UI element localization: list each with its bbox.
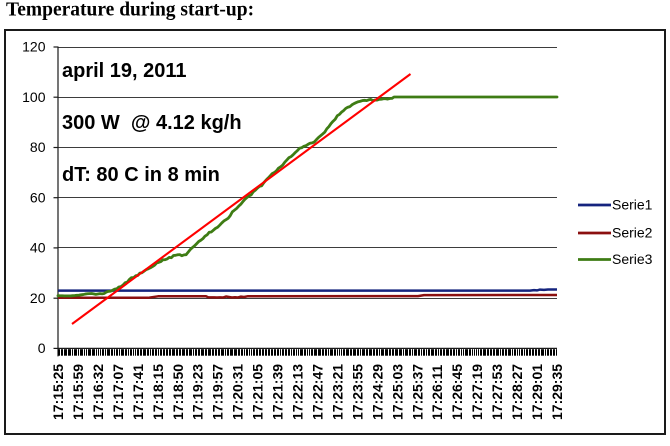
svg-text:Serie3: Serie3 [612,251,653,267]
svg-text:17:17:07: 17:17:07 [110,364,126,420]
svg-text:100: 100 [22,89,46,105]
svg-text:17:26:11: 17:26:11 [429,365,445,420]
svg-text:17:15:25: 17:15:25 [50,364,66,420]
svg-text:17:16:32: 17:16:32 [90,364,106,420]
svg-text:17:22:13: 17:22:13 [290,364,306,420]
svg-text:17:22:47: 17:22:47 [309,364,325,420]
svg-text:17:20:31: 17:20:31 [230,364,246,420]
svg-text:17:25:03: 17:25:03 [389,364,405,420]
svg-text:17:21:39: 17:21:39 [270,364,286,420]
svg-text:april 19, 2011: april 19, 2011 [62,60,187,82]
svg-text:300 W @ 4.12 kg/h: 300 W @ 4.12 kg/h [62,112,242,134]
svg-text:17:29:01: 17:29:01 [529,364,545,420]
svg-text:120: 120 [22,39,46,55]
svg-text:17:26:45: 17:26:45 [449,364,465,420]
svg-text:17:27:19: 17:27:19 [469,364,485,420]
svg-text:60: 60 [30,189,46,205]
svg-text:17:18:15: 17:18:15 [150,364,166,420]
svg-text:17:25:37: 17:25:37 [409,364,425,420]
svg-text:40: 40 [30,240,46,256]
svg-text:Serie2: Serie2 [612,225,653,241]
svg-text:Temperature during start-up:: Temperature during start-up: [6,0,254,21]
svg-text:17:24:29: 17:24:29 [369,364,385,420]
svg-text:17:19:23: 17:19:23 [190,364,206,420]
svg-text:0: 0 [38,340,46,356]
svg-text:17:15:59: 17:15:59 [70,364,86,420]
svg-text:17:19:57: 17:19:57 [210,364,226,420]
svg-text:17:18:50: 17:18:50 [170,364,186,420]
svg-text:17:23:55: 17:23:55 [349,364,365,420]
svg-text:17:27:53: 17:27:53 [489,364,505,420]
svg-text:80: 80 [30,139,46,155]
svg-text:Serie1: Serie1 [612,197,653,213]
svg-text:17:21:05: 17:21:05 [250,364,266,420]
svg-text:dT: 80 C in 8 min: dT: 80 C in 8 min [62,164,220,186]
svg-text:20: 20 [30,290,46,306]
svg-text:17:28:27: 17:28:27 [509,364,525,420]
svg-text:17:29:35: 17:29:35 [549,364,565,420]
svg-text:17:23:21: 17:23:21 [329,364,345,420]
svg-text:17:17:41: 17:17:41 [130,364,146,420]
